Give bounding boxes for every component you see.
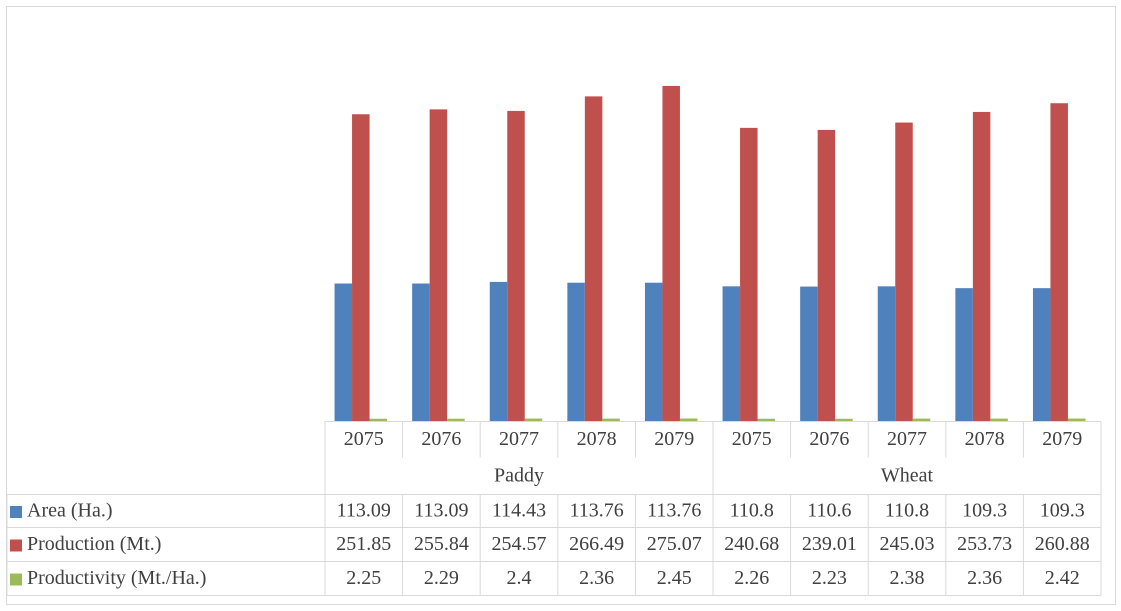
bar-paddy-2077-s1 bbox=[507, 110, 525, 422]
data-label: 266.49 bbox=[569, 533, 624, 555]
chart-frame: 2075 2076 2077 2078 2079 2075 2076 2077 2078 2079… bbox=[6, 6, 1116, 605]
data-label: 253.73 bbox=[957, 533, 1012, 555]
x-tick-label: 2079 bbox=[654, 428, 694, 450]
bar-paddy-2077-s2 bbox=[524, 418, 543, 422]
bar-wheat-2078-s1 bbox=[972, 111, 991, 422]
bar-paddy-2075-s1 bbox=[352, 114, 370, 422]
bar-wheat-2075-s1 bbox=[740, 127, 758, 422]
bar-paddy-2076-s1 bbox=[429, 109, 448, 422]
data-label: 113.76 bbox=[569, 500, 623, 522]
bar-paddy-2079-s2 bbox=[679, 418, 698, 422]
data-label: 2.45 bbox=[657, 567, 692, 589]
legend-label: Productivity (Mt./Ha.) bbox=[27, 567, 206, 589]
data-label: 255.84 bbox=[414, 533, 469, 555]
data-label: 2.23 bbox=[812, 567, 847, 589]
bar-wheat-2076-s1 bbox=[817, 129, 836, 422]
data-label: 2.36 bbox=[967, 567, 1002, 589]
bar-chart: 2075 2076 2077 2078 2079 2075 2076 2077 2078 2079… bbox=[7, 85, 1102, 596]
data-label: 2.25 bbox=[346, 567, 381, 589]
data-label: 110.8 bbox=[885, 500, 929, 522]
bar-wheat-2078-s2 bbox=[990, 418, 1008, 422]
data-label: 2.42 bbox=[1045, 567, 1080, 589]
x-tick-label: 2077 bbox=[499, 428, 539, 450]
data-label: 109.3 bbox=[1040, 500, 1085, 522]
data-label: 113.09 bbox=[414, 500, 468, 522]
legend-key-s0 bbox=[10, 506, 22, 518]
bar-wheat-2077-s1 bbox=[895, 122, 913, 422]
x-tick-label: 2077 bbox=[887, 428, 927, 450]
data-label: 2.4 bbox=[507, 567, 532, 589]
bar-wheat-2077-s2 bbox=[912, 418, 931, 422]
bar-wheat-2079-s2 bbox=[1067, 418, 1086, 422]
bar-wheat-2078-s0 bbox=[955, 288, 973, 422]
bar-paddy-2075-s0 bbox=[334, 283, 353, 422]
legend-key-s1 bbox=[10, 539, 22, 552]
legend-key-s2 bbox=[10, 573, 22, 586]
data-label: 251.85 bbox=[336, 533, 391, 555]
bar-paddy-2076-s0 bbox=[412, 283, 430, 422]
x-tick-label: 2076 bbox=[809, 428, 849, 450]
data-label: 113.76 bbox=[647, 500, 701, 522]
data-label: 240.68 bbox=[724, 533, 779, 555]
x-tick-label: 2078 bbox=[577, 428, 617, 450]
bar-wheat-2075-s2 bbox=[757, 418, 776, 422]
group-label: Paddy bbox=[494, 465, 544, 487]
data-label: 254.57 bbox=[492, 533, 547, 555]
bar-paddy-2079-s1 bbox=[662, 85, 680, 422]
bar-paddy-2076-s2 bbox=[447, 418, 465, 422]
bar-paddy-2078-s2 bbox=[602, 418, 620, 422]
bar-paddy-2079-s0 bbox=[644, 282, 663, 422]
bar-wheat-2079-s1 bbox=[1050, 103, 1068, 422]
data-label: 260.88 bbox=[1035, 533, 1090, 555]
bar-paddy-2078-s1 bbox=[584, 96, 603, 422]
bar-wheat-2075-s0 bbox=[722, 286, 741, 422]
legend-label: Production (Mt.) bbox=[27, 533, 161, 555]
data-label: 109.3 bbox=[962, 500, 1007, 522]
data-label: 114.43 bbox=[492, 500, 546, 522]
x-tick-label: 2078 bbox=[965, 428, 1005, 450]
data-label: 245.03 bbox=[880, 533, 935, 555]
x-tick-label: 2075 bbox=[732, 428, 772, 450]
bar-paddy-2078-s0 bbox=[567, 282, 585, 422]
bar-paddy-2075-s2 bbox=[369, 418, 388, 422]
legend-label: Area (Ha.) bbox=[27, 500, 113, 522]
data-label: 2.26 bbox=[734, 567, 769, 589]
bar-paddy-2077-s0 bbox=[489, 281, 508, 422]
bar-wheat-2079-s0 bbox=[1032, 288, 1051, 422]
x-tick-label: 2076 bbox=[421, 428, 461, 450]
x-tick-label: 2075 bbox=[344, 428, 384, 450]
data-label: 110.6 bbox=[807, 500, 851, 522]
x-tick-label: 2079 bbox=[1042, 428, 1082, 450]
data-label: 239.01 bbox=[802, 533, 857, 555]
bar-wheat-2077-s0 bbox=[877, 286, 896, 422]
data-label: 2.38 bbox=[890, 567, 925, 589]
group-label: Wheat bbox=[881, 465, 934, 487]
data-label: 113.09 bbox=[337, 500, 391, 522]
data-label: 110.8 bbox=[730, 500, 774, 522]
bar-wheat-2076-s2 bbox=[835, 418, 853, 422]
bar-wheat-2076-s0 bbox=[800, 286, 818, 422]
data-label: 2.29 bbox=[424, 567, 459, 589]
data-label: 2.36 bbox=[579, 567, 614, 589]
data-label: 275.07 bbox=[647, 533, 702, 555]
